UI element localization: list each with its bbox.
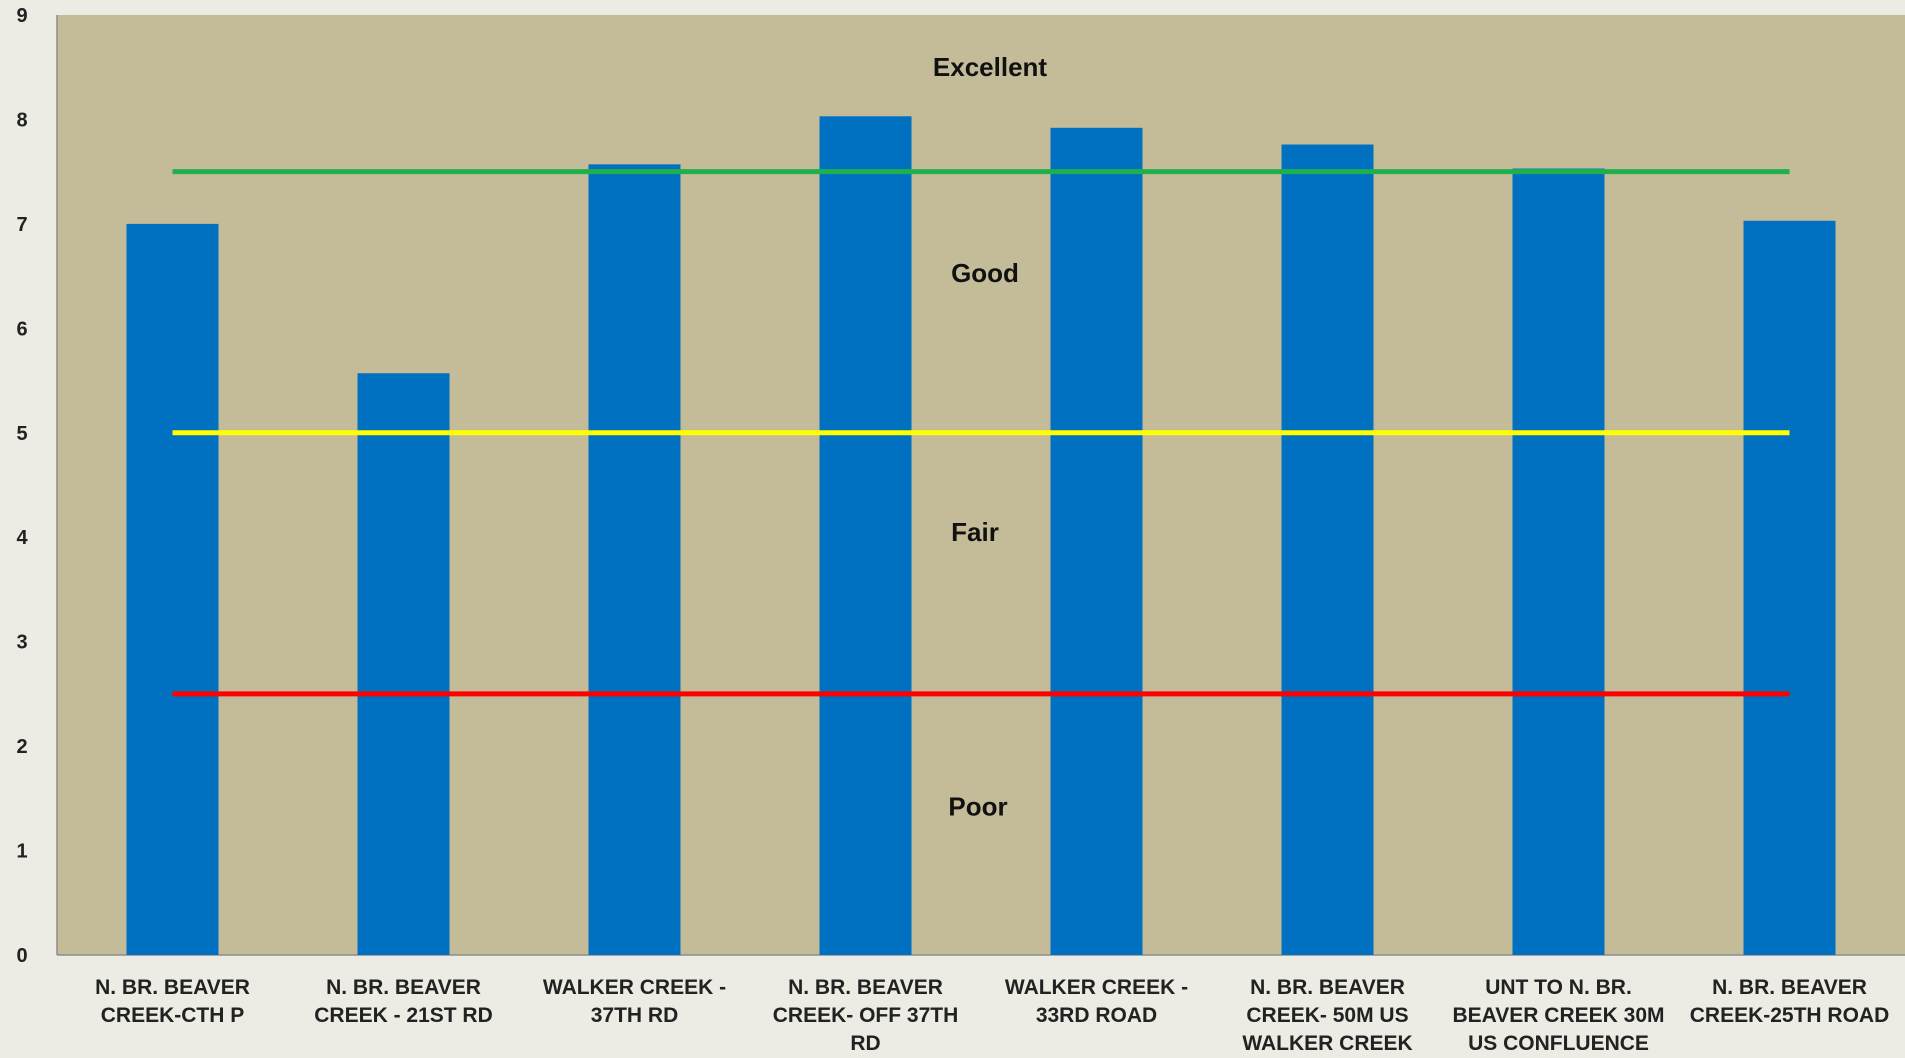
y-tick-label: 2 <box>16 736 27 758</box>
x-tick-label: N. BR. BEAVER <box>326 976 481 999</box>
x-tick-label: BEAVER CREEK 30M <box>1453 1004 1665 1027</box>
x-tick-label: 37TH RD <box>591 1004 679 1027</box>
bar-2 <box>357 373 450 955</box>
x-tick-label: N. BR. BEAVER <box>95 976 250 999</box>
y-tick-label: 8 <box>16 109 27 131</box>
bar-4 <box>819 116 912 956</box>
x-tick-label: RD <box>850 1032 880 1053</box>
x-tick-label: N. BR. BEAVER <box>1250 976 1405 999</box>
x-tick-label: N. BR. BEAVER <box>1712 976 1867 999</box>
bar-8 <box>1743 220 1836 955</box>
x-tick-label: 33RD ROAD <box>1036 1004 1157 1027</box>
x-tick-label: CREEK - 21ST RD <box>314 1004 493 1027</box>
x-tick-label: US CONFLUENCE <box>1468 1032 1649 1053</box>
y-tick-label: 6 <box>16 318 27 340</box>
x-tick-label: CREEK-25TH ROAD <box>1690 1004 1890 1027</box>
x-tick-label: WALKER CREEK - <box>1005 976 1188 999</box>
y-tick-label: 4 <box>16 527 28 549</box>
x-tick-label: CREEK- 50M US <box>1246 1004 1408 1027</box>
x-tick-label: CREEK- OFF 37TH <box>773 1004 959 1027</box>
bar-6 <box>1281 144 1374 955</box>
x-tick-label: UNT TO N. BR. <box>1485 976 1632 999</box>
y-tick-label: 0 <box>16 945 27 967</box>
y-tick-label: 9 <box>16 5 27 27</box>
band-label-good: Good <box>951 258 1019 288</box>
y-tick-label: 7 <box>16 214 27 236</box>
x-tick-label: WALKER CREEK <box>1242 1032 1412 1053</box>
band-label-fair: Fair <box>951 517 999 547</box>
band-label-poor: Poor <box>948 792 1007 822</box>
bar-7 <box>1512 168 1605 956</box>
x-tick-label: WALKER CREEK - <box>543 976 726 999</box>
bar-5 <box>1050 127 1143 956</box>
x-tick-label: N. BR. BEAVER <box>788 976 943 999</box>
bar-1 <box>126 223 219 955</box>
y-tick-label: 3 <box>16 632 27 654</box>
y-tick-label: 1 <box>16 841 27 863</box>
band-label-excellent: Excellent <box>933 52 1048 82</box>
y-tick-label: 5 <box>16 423 27 445</box>
x-tick-label: CREEK-CTH P <box>101 1004 245 1027</box>
bar-3 <box>588 164 681 955</box>
